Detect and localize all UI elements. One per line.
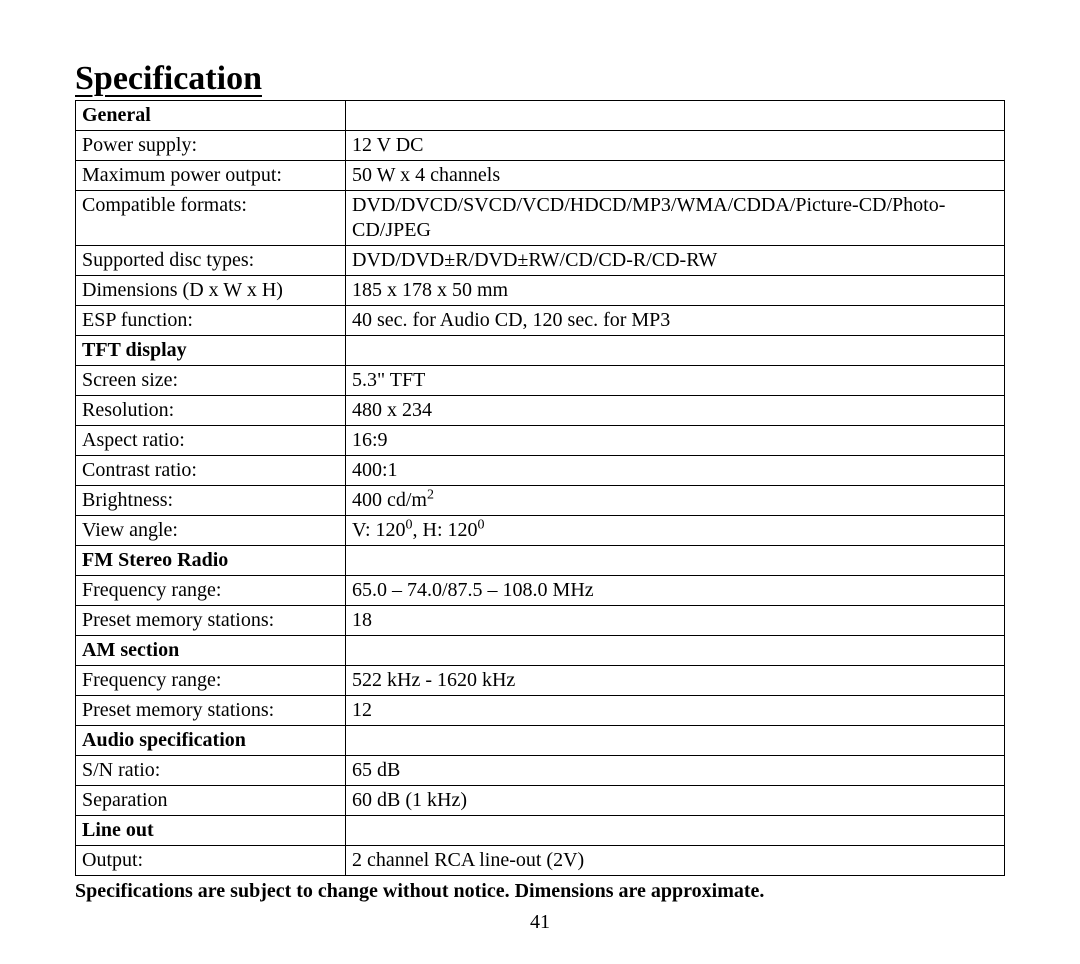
- spec-row: Preset memory stations:12: [76, 696, 1005, 726]
- spec-value: 16:9: [346, 426, 1005, 456]
- spec-label: S/N ratio:: [76, 756, 346, 786]
- spec-label: Preset memory stations:: [76, 606, 346, 636]
- spec-label: View angle:: [76, 516, 346, 546]
- section-header-label: AM section: [76, 636, 346, 666]
- section-header-empty: [346, 546, 1005, 576]
- spec-label: Aspect ratio:: [76, 426, 346, 456]
- section-header-label: Audio specification: [76, 726, 346, 756]
- spec-value: 5.3" TFT: [346, 366, 1005, 396]
- section-header-row: FM Stereo Radio: [76, 546, 1005, 576]
- spec-label: Brightness:: [76, 486, 346, 516]
- footnote-text: Specifications are subject to change wit…: [75, 880, 1005, 903]
- spec-row: Dimensions (D x W x H)185 x 178 x 50 mm: [76, 276, 1005, 306]
- spec-value: DVD/DVD±R/DVD±RW/CD/CD-R/CD-RW: [346, 246, 1005, 276]
- spec-row: View angle:V: 1200, H: 1200: [76, 516, 1005, 546]
- spec-label: Supported disc types:: [76, 246, 346, 276]
- spec-label: Resolution:: [76, 396, 346, 426]
- section-header-empty: [346, 336, 1005, 366]
- spec-label: Separation: [76, 786, 346, 816]
- spec-value: 50 W x 4 channels: [346, 161, 1005, 191]
- spec-value: 2 channel RCA line-out (2V): [346, 846, 1005, 876]
- spec-row: Power supply:12 V DC: [76, 131, 1005, 161]
- spec-label: Power supply:: [76, 131, 346, 161]
- spec-label: Compatible formats:: [76, 191, 346, 246]
- spec-row: Output:2 channel RCA line-out (2V): [76, 846, 1005, 876]
- spec-label: ESP function:: [76, 306, 346, 336]
- spec-label: Preset memory stations:: [76, 696, 346, 726]
- spec-label: Dimensions (D x W x H): [76, 276, 346, 306]
- spec-value: 40 sec. for Audio CD, 120 sec. for MP3: [346, 306, 1005, 336]
- section-header-label: General: [76, 101, 346, 131]
- page-title: Specification: [75, 60, 1005, 98]
- spec-value: 400:1: [346, 456, 1005, 486]
- section-header-empty: [346, 726, 1005, 756]
- spec-label: Maximum power output:: [76, 161, 346, 191]
- spec-value: V: 1200, H: 1200: [346, 516, 1005, 546]
- spec-row: Separation60 dB (1 kHz): [76, 786, 1005, 816]
- spec-row: Screen size:5.3" TFT: [76, 366, 1005, 396]
- spec-row: Frequency range:65.0 – 74.0/87.5 – 108.0…: [76, 576, 1005, 606]
- section-header-row: General: [76, 101, 1005, 131]
- section-header-label: FM Stereo Radio: [76, 546, 346, 576]
- spec-row: Aspect ratio:16:9: [76, 426, 1005, 456]
- spec-row: ESP function:40 sec. for Audio CD, 120 s…: [76, 306, 1005, 336]
- section-header-row: TFT display: [76, 336, 1005, 366]
- section-header-row: Audio specification: [76, 726, 1005, 756]
- spec-row: Supported disc types:DVD/DVD±R/DVD±RW/CD…: [76, 246, 1005, 276]
- spec-value: 185 x 178 x 50 mm: [346, 276, 1005, 306]
- spec-value: 60 dB (1 kHz): [346, 786, 1005, 816]
- spec-value: 480 x 234: [346, 396, 1005, 426]
- spec-value: DVD/DVCD/SVCD/VCD/HDCD/MP3/WMA/CDDA/Pict…: [346, 191, 1005, 246]
- spec-row: Preset memory stations:18: [76, 606, 1005, 636]
- section-header-label: Line out: [76, 816, 346, 846]
- spec-value: 65.0 – 74.0/87.5 – 108.0 MHz: [346, 576, 1005, 606]
- page-container: Specification General Power supply:12 V …: [0, 0, 1080, 964]
- spec-value: 522 kHz - 1620 kHz: [346, 666, 1005, 696]
- spec-value: 18: [346, 606, 1005, 636]
- spec-row: Contrast ratio:400:1: [76, 456, 1005, 486]
- spec-label: Frequency range:: [76, 666, 346, 696]
- spec-row: Compatible formats:DVD/DVCD/SVCD/VCD/HDC…: [76, 191, 1005, 246]
- section-header-row: Line out: [76, 816, 1005, 846]
- spec-label: Screen size:: [76, 366, 346, 396]
- spec-value: 400 cd/m2: [346, 486, 1005, 516]
- section-header-label: TFT display: [76, 336, 346, 366]
- spec-label: Output:: [76, 846, 346, 876]
- section-header-empty: [346, 636, 1005, 666]
- page-number: 41: [75, 911, 1005, 934]
- spec-label: Frequency range:: [76, 576, 346, 606]
- spec-value: 12 V DC: [346, 131, 1005, 161]
- spec-row: S/N ratio:65 dB: [76, 756, 1005, 786]
- spec-row: Resolution:480 x 234: [76, 396, 1005, 426]
- spec-row: Frequency range:522 kHz - 1620 kHz: [76, 666, 1005, 696]
- spec-value: 12: [346, 696, 1005, 726]
- spec-label: Contrast ratio:: [76, 456, 346, 486]
- section-header-empty: [346, 816, 1005, 846]
- section-header-empty: [346, 101, 1005, 131]
- spec-value: 65 dB: [346, 756, 1005, 786]
- spec-row: Brightness:400 cd/m2: [76, 486, 1005, 516]
- specification-table: General Power supply:12 V DCMaximum powe…: [75, 100, 1005, 876]
- spec-row: Maximum power output:50 W x 4 channels: [76, 161, 1005, 191]
- section-header-row: AM section: [76, 636, 1005, 666]
